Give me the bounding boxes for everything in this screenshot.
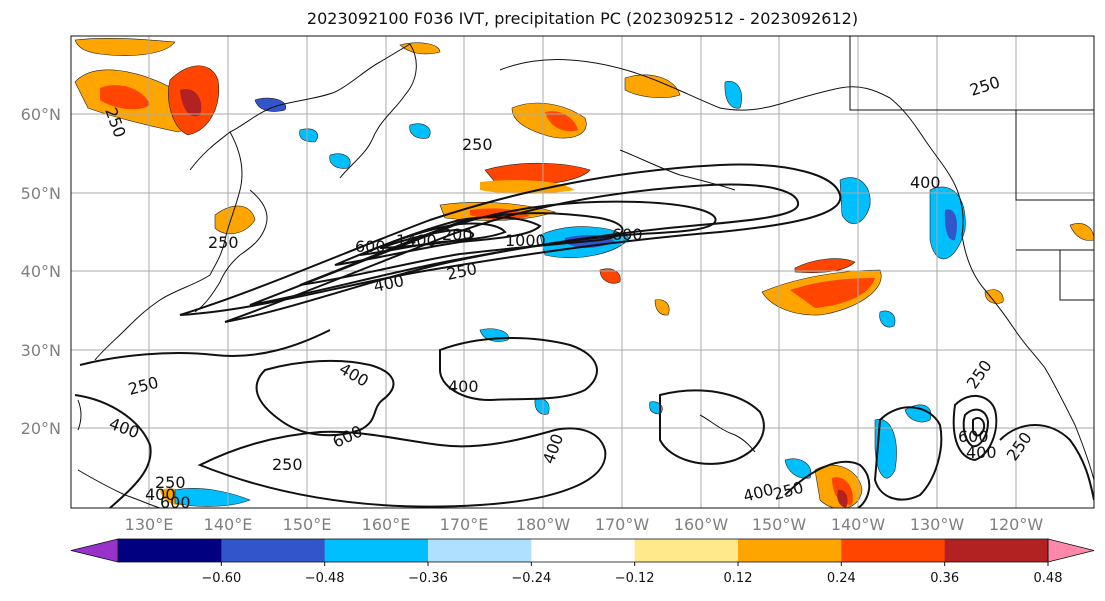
contour-label: 400 (966, 443, 997, 462)
colorbar-cell (841, 539, 946, 562)
lon-label: 150°E (283, 515, 332, 534)
contour-label: 600 (160, 493, 191, 512)
colorbar-cell (944, 539, 1049, 562)
colorbar-cell (221, 539, 326, 562)
contour-label: 400 (448, 377, 479, 396)
lon-label: 160°E (362, 515, 411, 534)
contour-label: 600 (612, 225, 643, 244)
colorbar-tick-label: −0.48 (305, 571, 345, 586)
latitude-labels: 60°N 50°N 40°N 30°N 20°N (21, 105, 61, 438)
lon-label: 130°W (910, 515, 965, 534)
lon-label: 180°W (516, 515, 571, 534)
colorbar-extend-high (1047, 538, 1095, 563)
lon-label: 160°W (674, 515, 729, 534)
lat-label: 60°N (21, 105, 61, 124)
map-gridlines (71, 36, 1094, 508)
lon-label: 120°W (989, 515, 1044, 534)
colorbar-tick-label: 0.48 (1034, 571, 1063, 586)
contour-label: 600 (355, 237, 386, 256)
colorbar-tick-label: 0.24 (827, 571, 856, 586)
lon-label: 170°E (440, 515, 489, 534)
lon-label: 140°E (204, 515, 253, 534)
colorbar: −0.60 −0.48 −0.36 −0.24 −0.12 0.12 0.24 0.36 0.4… (70, 538, 1095, 586)
lon-label: 150°W (752, 515, 807, 534)
contour-label: 250 (208, 233, 239, 252)
colorbar-cell (324, 539, 429, 562)
contour-label: 600 (958, 427, 989, 446)
lat-label: 30°N (21, 341, 61, 360)
colorbar-tick-label: −0.24 (511, 571, 551, 586)
colorbar-tick-label: −0.60 (201, 571, 241, 586)
colorbar-tick-label: −0.36 (408, 571, 448, 586)
contour-label: 1000 (505, 231, 546, 250)
contour-label: 250 (462, 135, 493, 154)
colorbar-tick-label: 0.36 (930, 571, 959, 586)
colorbar-cell (531, 539, 636, 562)
colorbar-tick-label: 0.12 (724, 571, 753, 586)
longitude-labels: 130°E 140°E 150°E 160°E 170°E 180°W 170°… (125, 515, 1044, 534)
colorbar-extend-low (70, 538, 119, 563)
lon-label: 130°E (125, 515, 174, 534)
lat-label: 50°N (21, 184, 61, 203)
colorbar-tick-label: −0.12 (615, 571, 655, 586)
lon-label: 170°W (595, 515, 650, 534)
colorbar-cell (118, 539, 222, 562)
contour-label: 250 (155, 473, 186, 492)
ivt-contours (74, 163, 1094, 508)
colorbar-cell (738, 539, 842, 562)
contour-label: 200 (442, 225, 473, 244)
lat-label: 20°N (21, 419, 61, 438)
lon-label: 140°W (831, 515, 886, 534)
map-title: 2023092100 F036 IVT, precipitation PC (2… (306, 9, 859, 28)
lat-label: 40°N (21, 262, 61, 281)
colorbar-frame (117, 538, 1049, 563)
colorbar-cell (634, 539, 739, 562)
contour-label: 400 (145, 485, 176, 504)
colorbar-cell (428, 539, 532, 562)
map-frame (70, 35, 1095, 509)
contour-label: 250 (272, 455, 303, 474)
contour-label: 1400 (396, 231, 437, 250)
contour-label: 400 (910, 173, 941, 192)
